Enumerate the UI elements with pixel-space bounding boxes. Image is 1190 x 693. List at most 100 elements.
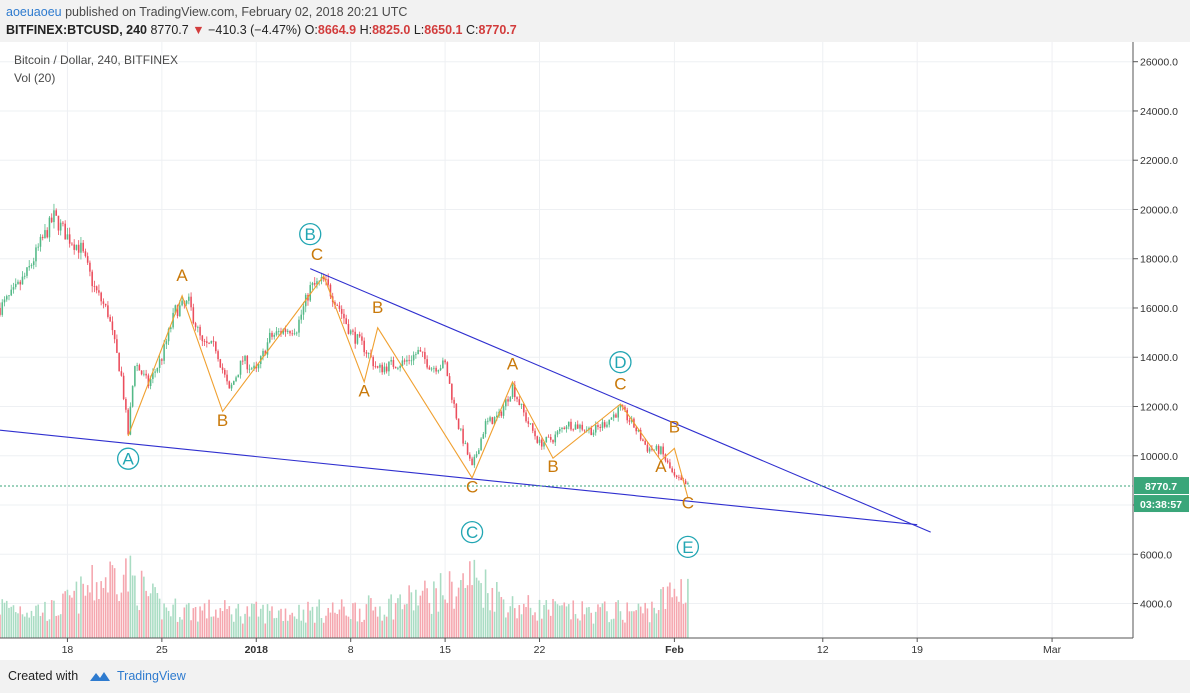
x-tick-label: 22: [534, 644, 546, 656]
volume-bar: [136, 605, 138, 638]
volume-bar: [484, 569, 487, 638]
volume-bar: [313, 622, 316, 638]
x-tick-label: 19: [911, 644, 923, 656]
volume-bar: [143, 576, 145, 638]
volume-bar: [363, 619, 365, 638]
volume-bar: [451, 581, 453, 638]
circle-label-ring: [299, 222, 322, 246]
volume-bar: [217, 617, 219, 638]
candle-body: [37, 246, 40, 248]
volume-bar: [309, 610, 312, 638]
wave-label-a: A: [507, 355, 519, 374]
candle-body: [266, 342, 269, 355]
volume-bar: [262, 604, 264, 638]
volume-bar: [370, 598, 372, 638]
candle-body: [233, 381, 235, 385]
candle-body: [230, 384, 233, 389]
candle-body: [224, 369, 226, 375]
candle-body: [493, 417, 496, 425]
wave-label-b: B: [372, 298, 383, 317]
volume-bar: [644, 602, 646, 638]
volume-bar: [435, 588, 437, 638]
volume-bar: [66, 589, 69, 638]
candle-body: [448, 376, 451, 384]
volume-bar: [197, 621, 199, 638]
volume-bar: [358, 608, 361, 638]
volume-bar: [219, 608, 222, 638]
footer: Created with TradingView: [0, 660, 1190, 693]
volume-bar: [597, 604, 599, 638]
candle-body: [379, 364, 381, 368]
candle-body: [608, 419, 610, 425]
volume-bar: [53, 600, 55, 638]
candle-body: [295, 332, 298, 334]
tradingview-link[interactable]: TradingView: [117, 669, 186, 683]
author-link[interactable]: aoeuaoeu: [6, 5, 62, 19]
wave-label-c: C: [682, 494, 694, 513]
candle-body: [527, 421, 530, 424]
candle-body: [21, 276, 24, 285]
circle-label-ring: [609, 351, 632, 374]
candle-body: [412, 354, 415, 361]
candle-body: [48, 217, 51, 238]
volume-bar: [295, 618, 298, 638]
volume-bar: [131, 575, 134, 638]
volume-bar: [345, 615, 347, 638]
candle-body: [475, 454, 478, 457]
wave-label-a: A: [176, 266, 188, 285]
candle-body: [345, 318, 347, 325]
candle-body: [340, 308, 343, 314]
candle-body: [455, 403, 458, 419]
volume-bar: [473, 559, 476, 638]
candle-body: [271, 332, 273, 337]
candle-body: [59, 222, 62, 231]
candle-body: [291, 333, 294, 335]
candle-body: [217, 351, 219, 360]
candle-body: [199, 326, 201, 336]
volume-bar: [68, 595, 71, 638]
volume-bar: [235, 608, 237, 638]
y-tick-label: 22000.0: [1140, 155, 1178, 167]
candle-body: [71, 243, 73, 245]
volume-bar: [511, 596, 514, 638]
candle-body: [286, 330, 289, 332]
candle-body: [235, 377, 237, 382]
candle-body: [590, 427, 593, 436]
volume-bar: [163, 603, 165, 638]
candle-body: [262, 350, 264, 357]
volume-bar: [520, 614, 523, 638]
volume-bar: [637, 603, 640, 638]
volume-bar: [116, 594, 118, 638]
volume-bar: [498, 591, 500, 638]
volume-bar: [10, 606, 13, 638]
trendline: [0, 429, 918, 526]
volume-bar: [12, 605, 15, 638]
candle-body: [248, 368, 251, 370]
volume-bar: [172, 604, 174, 638]
volume-bar: [446, 602, 449, 638]
volume-bar: [329, 612, 332, 638]
candle-body: [154, 371, 156, 373]
candle-body: [241, 360, 244, 362]
candle-body: [228, 381, 231, 389]
volume-bar: [102, 587, 105, 638]
candle-body: [293, 333, 296, 335]
volume-bar: [35, 605, 37, 638]
volume-bar: [75, 581, 78, 638]
volume-bar: [183, 607, 186, 638]
candle-body: [457, 418, 460, 430]
volume-bar: [84, 595, 87, 638]
volume-bar: [282, 621, 285, 638]
volume-bar: [311, 606, 314, 638]
candle-body: [237, 374, 240, 378]
axes: 4000.06000.08000.010000.012000.014000.01…: [0, 42, 1189, 656]
volume-bar: [336, 614, 338, 638]
candle-body: [554, 434, 557, 443]
volume-bar: [635, 610, 637, 638]
volume-bar: [509, 606, 512, 638]
candle-body: [138, 365, 141, 371]
volume-bar: [383, 614, 386, 638]
candle-body: [430, 368, 433, 370]
volume-bar: [39, 616, 42, 638]
